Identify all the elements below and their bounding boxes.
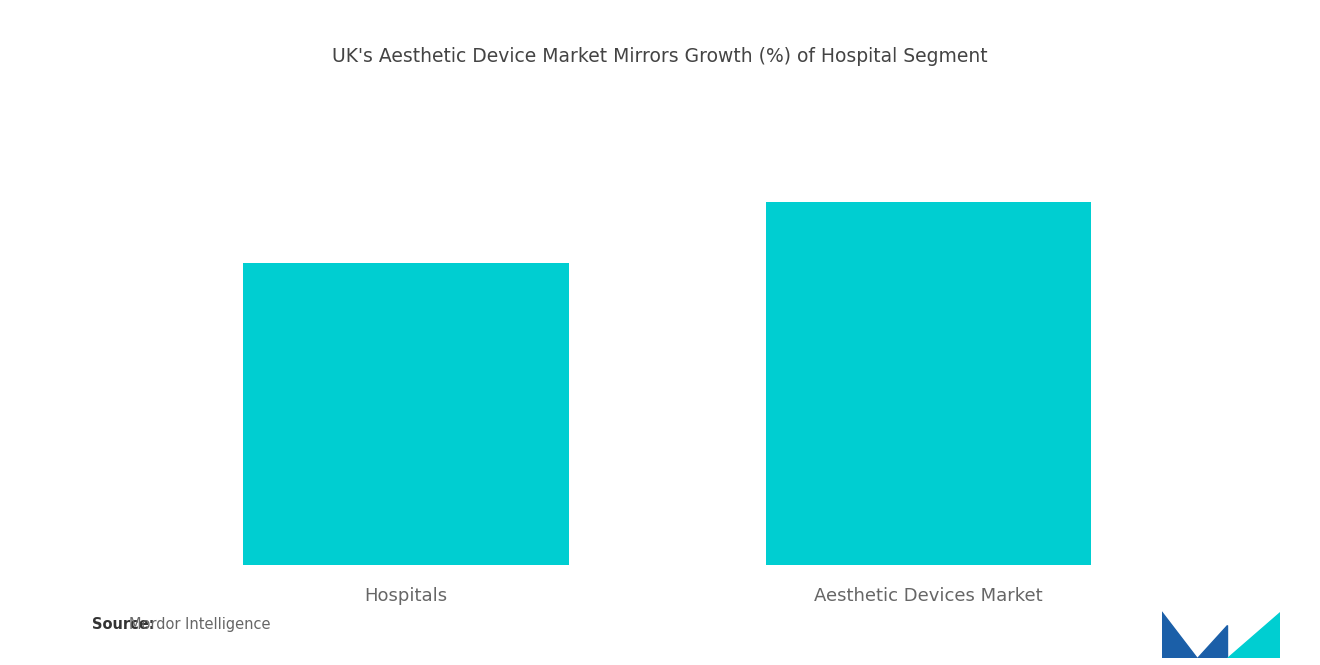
Polygon shape (1162, 612, 1197, 658)
Polygon shape (1197, 625, 1226, 658)
Polygon shape (1226, 612, 1280, 658)
Text: UK's Aesthetic Device Market Mirrors Growth (%) of Hospital Segment: UK's Aesthetic Device Market Mirrors Gro… (333, 47, 987, 66)
Text: Mordor Intelligence: Mordor Intelligence (92, 616, 271, 632)
Bar (766, 202, 1092, 565)
Text: Source:: Source: (92, 616, 154, 632)
Bar (243, 263, 569, 565)
